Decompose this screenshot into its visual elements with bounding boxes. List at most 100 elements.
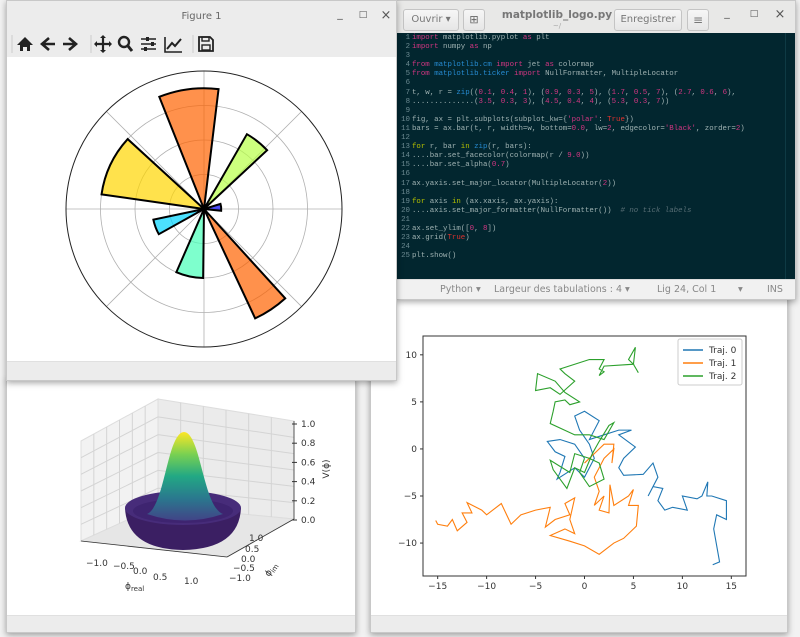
- line-number: 20: [401, 206, 410, 215]
- maximize-button[interactable]: □: [358, 10, 368, 20]
- code-token: r, bar: [425, 143, 461, 152]
- code-token: zip: [474, 143, 488, 152]
- code-token: 2: [735, 124, 741, 133]
- code-token: fig, ax = plt.subplots(subplot_kw={: [412, 115, 568, 124]
- tab-width-selector[interactable]: Largeur des tabulations : 4 ▾: [494, 284, 630, 295]
- code-token: 0.3: [500, 97, 515, 106]
- y-tick-label: 10: [406, 351, 418, 361]
- code-token: 7: [656, 88, 661, 97]
- minimize-button[interactable]: _: [724, 6, 730, 19]
- line-number: 2: [405, 43, 410, 52]
- angular-gridline: [106, 111, 205, 210]
- z-tick-label: 0.2: [301, 497, 315, 507]
- code-editor[interactable]: 1 import matplotlib.pyplot as plt 2 import …: [397, 33, 795, 279]
- code-token: ): [465, 234, 470, 243]
- code-token: True: [447, 234, 466, 243]
- code-token: ): [505, 161, 510, 170]
- status-bar: Python ▾ Largeur des tabulations : 4 ▾ L…: [397, 279, 795, 299]
- close-button[interactable]: ×: [380, 8, 392, 23]
- code-line: 2 import numpy as np: [400, 43, 795, 52]
- language-selector[interactable]: Python ▾: [440, 284, 481, 295]
- x-tick-label: −5: [529, 582, 542, 592]
- code-token: 0.9: [545, 88, 559, 97]
- code-line: 25 plt.show(): [400, 252, 795, 261]
- code-token: 0.7: [491, 161, 506, 170]
- z-tick-label: 0.4: [301, 478, 316, 488]
- code-line: 1 import matplotlib.pyplot as plt: [400, 34, 795, 43]
- legend: Traj. 0 Traj. 1 Traj. 2: [677, 338, 743, 386]
- code-token: 0: [469, 224, 475, 233]
- code-token: axis: [425, 197, 452, 206]
- code-token: (r, bars):: [487, 143, 532, 152]
- angular-gridline: [106, 208, 205, 307]
- code-token: ]): [487, 224, 497, 233]
- code-token: ....bar.set_facecolor(colormap(r /: [412, 152, 568, 161]
- code-token: t, w, r =: [412, 88, 457, 97]
- new-tab-button[interactable]: ⊞: [463, 9, 485, 31]
- code-line: 12: [400, 134, 795, 143]
- line-number: 11: [401, 124, 410, 133]
- y-tick-label: −0.5: [233, 564, 255, 574]
- code-token: }): [624, 115, 634, 124]
- figure-title: Figure 1: [181, 11, 222, 22]
- line-number: 1: [405, 34, 410, 42]
- code-token: , lw=: [584, 124, 608, 133]
- window-bottom-bar: [7, 361, 396, 380]
- forward-arrow-icon[interactable]: [63, 37, 78, 51]
- line-number: 8: [405, 97, 410, 106]
- code-token: )): [607, 179, 617, 188]
- code-line: 10 fig, ax = plt.subplots(subplot_kw={'po…: [400, 116, 795, 125]
- polar-bar: [203, 202, 223, 212]
- line-number: 24: [401, 243, 410, 252]
- code-line: 14 ....bar.set_facecolor(colormap(r / 9.0…: [400, 152, 795, 161]
- maximize-button[interactable]: □: [749, 9, 759, 19]
- position-dropdown[interactable]: ▾: [738, 284, 743, 295]
- code-token: in: [460, 143, 470, 152]
- y-axis-label-sub: im: [269, 563, 281, 575]
- code-token: 0.4: [567, 97, 581, 106]
- close-button[interactable]: ×: [774, 7, 786, 22]
- code-token: ,: [558, 97, 568, 106]
- z-tick-label: 1.0: [301, 420, 316, 430]
- code-token: for: [412, 197, 426, 206]
- code-token: # no tick labels: [620, 206, 692, 215]
- surface-plot: 1.00.80.60.40.20.0−1.0 −0.50.00.5 1.01.00.…: [79, 398, 332, 593]
- pan-icon[interactable]: [94, 35, 112, 53]
- save-icon[interactable]: [198, 36, 214, 52]
- surface-peak: [147, 432, 223, 521]
- code-token: 3.5: [478, 97, 492, 106]
- menu-button[interactable]: ≡: [687, 9, 709, 31]
- line-number: 19: [401, 197, 410, 206]
- edit-curves-icon[interactable]: [164, 37, 182, 53]
- code-line: 19 for axis in (ax.xaxis, ax.yaxis):: [400, 198, 795, 207]
- code-token: 7: [656, 97, 661, 106]
- home-icon[interactable]: [17, 37, 33, 51]
- minimize-button[interactable]: _: [337, 7, 343, 20]
- y-tick-label: −5: [404, 492, 417, 502]
- code-token: ,: [514, 97, 523, 106]
- save-button[interactable]: Enregistrer: [614, 9, 682, 31]
- code-token: )): [580, 152, 590, 161]
- code-token: 0.1: [478, 88, 492, 97]
- line-number: 25: [401, 252, 410, 261]
- y-tick-label: −1.0: [229, 574, 251, 584]
- code-line: 16: [400, 170, 795, 179]
- figure-window: Figure 1 _ □ ×: [6, 0, 397, 381]
- line-number: 9: [405, 106, 410, 115]
- code-token: from: [412, 70, 430, 79]
- code-token: ), (: [593, 97, 612, 106]
- code-token: 6: [722, 88, 728, 97]
- z-axis-label: V(ϕ): [322, 459, 332, 478]
- zoom-icon[interactable]: [117, 35, 134, 52]
- x-axis-line: [80, 540, 228, 558]
- code-token: ax.set_ylim([: [412, 224, 470, 233]
- back-arrow-icon[interactable]: [40, 37, 55, 51]
- code-token: ), (: [527, 88, 546, 97]
- polar-bar: [152, 208, 205, 236]
- subplots-config-icon[interactable]: [141, 37, 156, 51]
- open-button[interactable]: Ouvrir ▾: [403, 9, 459, 31]
- line-number: 5: [405, 70, 410, 79]
- code-token: 4: [589, 97, 594, 106]
- code-token: from: [412, 61, 430, 70]
- code-line: 9: [400, 107, 795, 116]
